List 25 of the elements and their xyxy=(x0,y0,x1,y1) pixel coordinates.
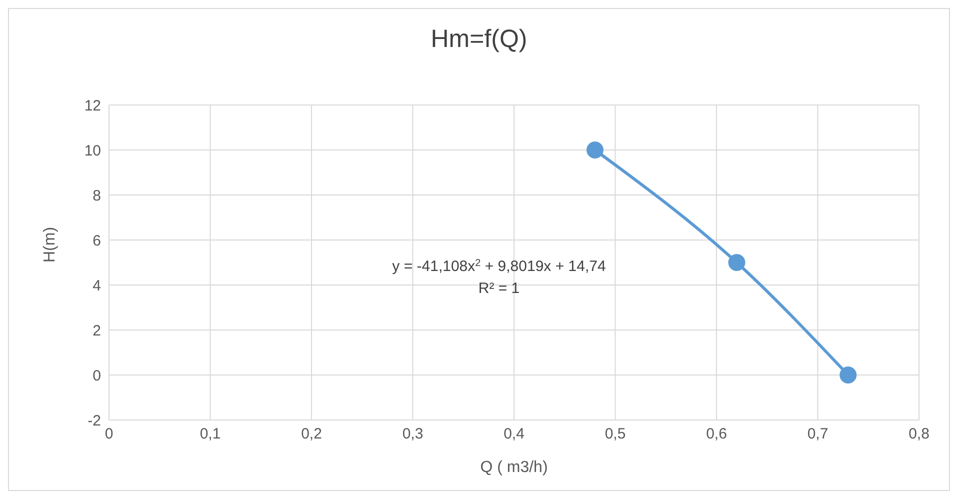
y-tick-label: 6 xyxy=(92,232,101,250)
y-tick-label: 2 xyxy=(92,322,101,340)
x-tick-label: 0,1 xyxy=(200,426,221,443)
point xyxy=(840,366,857,384)
y-tick-label: 4 xyxy=(92,277,101,294)
y-tick-label: 8 xyxy=(92,187,101,204)
annotation: R² = 1 xyxy=(478,280,520,297)
x-tick-label: 0,7 xyxy=(807,426,828,443)
x-tick-label: 0 xyxy=(104,426,114,443)
annotation: y = -41,108x$^{2}$ + 9,8019x + 14,74 xyxy=(392,258,606,275)
x-tick-label: 0,2 xyxy=(301,426,322,443)
chart-title: Hm=f(Q) xyxy=(430,25,528,54)
x-axis-title: Q ( m3/h) xyxy=(480,459,548,476)
x-tick-label: 0,6 xyxy=(706,426,727,443)
x-tick-label: 0,4 xyxy=(504,426,524,443)
y-tick-label: 10 xyxy=(84,142,101,160)
x-tick-label: 0,8 xyxy=(908,426,930,443)
y-tick-label: 0 xyxy=(92,367,101,384)
y-tick-label: 12 xyxy=(84,97,101,114)
point xyxy=(586,142,604,158)
x-tick-label: 0,3 xyxy=(402,426,424,443)
y-tick-label: -2 xyxy=(88,412,101,430)
point xyxy=(728,254,746,271)
x-tick-label: 0,5 xyxy=(604,426,626,443)
y-axis-title: H(m) xyxy=(42,226,59,262)
